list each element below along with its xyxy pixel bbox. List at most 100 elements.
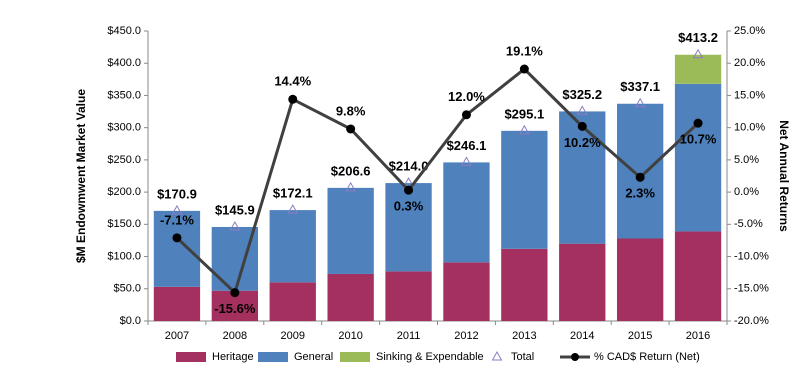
total-marker bbox=[692, 48, 704, 59]
y-axis-title: $M Endowmwent Market Value bbox=[74, 89, 88, 263]
total-label: $145.9 bbox=[215, 202, 255, 217]
x-tick-label: 2010 bbox=[338, 330, 362, 342]
x-tick-label: 2016 bbox=[686, 330, 710, 342]
total-marker bbox=[229, 220, 241, 231]
return-label: -7.1% bbox=[160, 212, 194, 227]
bar-segment bbox=[616, 238, 664, 321]
return-point bbox=[519, 64, 529, 74]
return-line bbox=[175, 67, 700, 296]
x-tick-label: 2013 bbox=[512, 330, 536, 342]
y-tick-label: $400.0 bbox=[107, 57, 141, 69]
return-label: 0.3% bbox=[394, 199, 424, 214]
bar-segment bbox=[443, 262, 490, 321]
total-label: $206.6 bbox=[331, 163, 371, 178]
legend-label: % CAD$ Return (Net) bbox=[594, 351, 700, 363]
y-tick-label: $200.0 bbox=[107, 186, 141, 198]
return-label: 10.7% bbox=[680, 132, 717, 147]
x-tick-label: 2009 bbox=[281, 330, 305, 342]
bar-segment bbox=[327, 273, 374, 321]
bar-segment bbox=[501, 248, 548, 321]
legend-label: General bbox=[294, 351, 333, 363]
return-point bbox=[172, 233, 182, 243]
legend-swatch bbox=[571, 353, 579, 361]
return-point bbox=[577, 121, 587, 131]
x-tick-label: 2014 bbox=[570, 330, 594, 342]
total-marker bbox=[171, 204, 183, 215]
y2-tick-label: 25.0% bbox=[734, 25, 765, 37]
bar-segment bbox=[269, 210, 316, 283]
total-marker bbox=[576, 105, 588, 115]
return-point bbox=[230, 288, 240, 298]
total-marker bbox=[287, 204, 299, 214]
y-tick-label: $100.0 bbox=[107, 250, 141, 262]
bar-segment bbox=[443, 162, 490, 263]
return-label: 19.1% bbox=[506, 43, 543, 58]
y2-tick-label: 10.0% bbox=[734, 122, 765, 134]
bar-segment bbox=[501, 130, 548, 249]
y2-axis-title: Net Annual Returns bbox=[777, 120, 791, 232]
x-tick-label: 2007 bbox=[165, 330, 189, 342]
total-label: $214.0 bbox=[389, 159, 429, 174]
y2-tick-label: -20.0% bbox=[734, 315, 769, 327]
legend-label: Heritage bbox=[212, 351, 254, 363]
y2-tick-label: -10.0% bbox=[734, 250, 769, 262]
y2-tick-label: -5.0% bbox=[734, 218, 763, 230]
bar-segment bbox=[559, 111, 606, 244]
return-point bbox=[346, 124, 356, 134]
bar-segment bbox=[559, 243, 606, 321]
return-point bbox=[461, 110, 471, 120]
total-label: $337.1 bbox=[620, 79, 660, 94]
x-tick-label: 2015 bbox=[628, 330, 652, 342]
x-tick-label: 2012 bbox=[454, 330, 478, 342]
y-tick-label: $150.0 bbox=[107, 218, 141, 230]
bar-segment bbox=[616, 103, 664, 239]
bar-segment bbox=[153, 210, 201, 287]
legend-swatch bbox=[258, 352, 288, 362]
legend-swatch bbox=[340, 352, 370, 362]
total-label: $170.9 bbox=[157, 186, 197, 201]
return-label: 14.4% bbox=[274, 74, 311, 89]
y2-tick-label: -15.0% bbox=[734, 283, 769, 295]
return-label: 9.8% bbox=[336, 103, 366, 118]
y2-tick-label: 20.0% bbox=[734, 57, 765, 69]
bar-segment bbox=[153, 286, 201, 321]
legend-label: Sinking & Expendable bbox=[376, 351, 484, 363]
return-label: 12.0% bbox=[448, 89, 485, 104]
return-point bbox=[288, 94, 298, 104]
legend-label: Total bbox=[511, 351, 534, 363]
total-marker bbox=[634, 97, 646, 108]
total-marker bbox=[345, 181, 357, 192]
total-label: $246.1 bbox=[447, 138, 487, 153]
y-tick-label: $450.0 bbox=[107, 25, 141, 37]
return-label: -15.6% bbox=[214, 301, 256, 316]
y2-tick-label: 5.0% bbox=[734, 154, 759, 166]
legend-swatch bbox=[491, 350, 503, 361]
y2-tick-label: 0.0% bbox=[734, 186, 759, 198]
total-marker bbox=[461, 156, 472, 166]
bar-segment bbox=[327, 187, 374, 274]
return-point bbox=[635, 172, 645, 182]
legend-swatch bbox=[176, 352, 206, 362]
y-tick-label: $300.0 bbox=[107, 122, 141, 134]
x-tick-label: 2011 bbox=[397, 330, 421, 342]
y2-tick-label: 15.0% bbox=[734, 89, 765, 101]
total-label: $172.1 bbox=[273, 186, 313, 201]
total-marker bbox=[518, 124, 530, 135]
bar-segment bbox=[269, 282, 316, 321]
return-label: 2.3% bbox=[625, 186, 655, 201]
return-label: 10.2% bbox=[564, 135, 601, 150]
return-point bbox=[693, 118, 703, 128]
bar-segment bbox=[674, 231, 722, 321]
y-tick-label: $50.0 bbox=[113, 283, 141, 295]
y-tick-label: $350.0 bbox=[107, 89, 141, 101]
bar-segment bbox=[674, 83, 722, 232]
bar-segment bbox=[385, 271, 432, 321]
bar-segment bbox=[385, 183, 432, 272]
total-label: $295.1 bbox=[504, 106, 544, 121]
bar-segment bbox=[674, 54, 722, 84]
total-label: $413.2 bbox=[678, 30, 718, 45]
return-point bbox=[404, 185, 414, 195]
total-label: $325.2 bbox=[562, 87, 602, 102]
y-tick-label: $0.0 bbox=[120, 315, 141, 327]
